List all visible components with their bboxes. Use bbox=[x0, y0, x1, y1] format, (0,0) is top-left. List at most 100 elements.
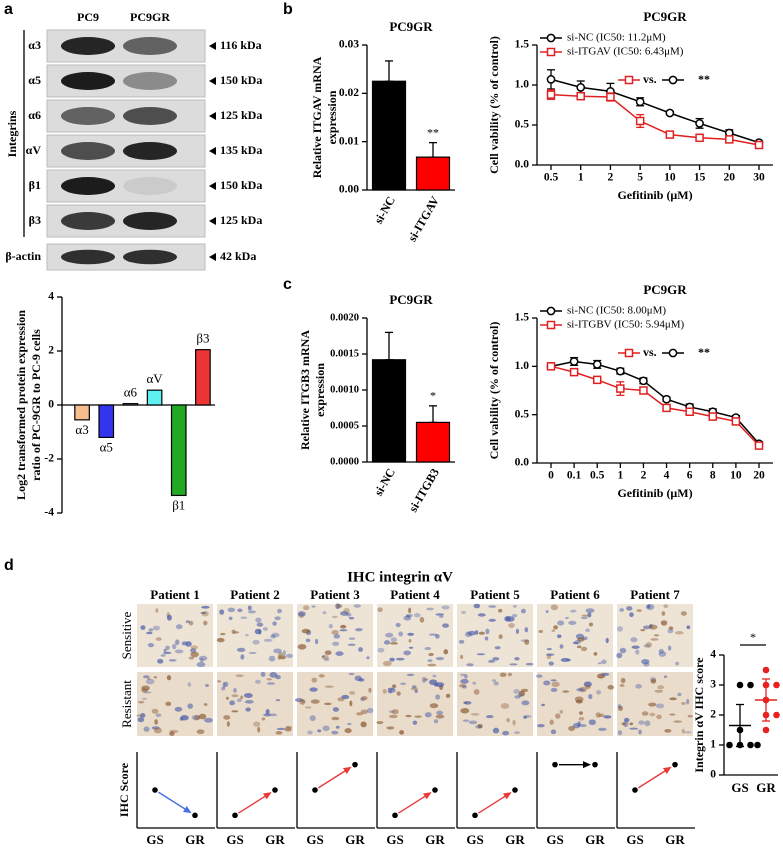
tissue-cell bbox=[201, 605, 210, 609]
tissue-cell bbox=[461, 610, 467, 615]
tissue-cell bbox=[148, 628, 154, 632]
blot-band bbox=[61, 107, 115, 125]
tissue-cell bbox=[386, 726, 395, 730]
y-tick-label: 1 bbox=[710, 739, 716, 751]
blot-row-label: αV bbox=[26, 143, 42, 157]
row-label: Resistant bbox=[119, 680, 134, 728]
tissue-cell bbox=[512, 719, 516, 726]
tissue-cell bbox=[574, 696, 584, 702]
tissue-cell bbox=[200, 611, 207, 614]
tissue-cell bbox=[663, 604, 669, 609]
point bbox=[472, 812, 478, 819]
tissue-cell bbox=[656, 714, 662, 720]
tissue-cell bbox=[619, 647, 627, 654]
tissue-cell bbox=[513, 689, 520, 694]
tissue-cell bbox=[366, 656, 370, 660]
tissue-cell bbox=[427, 663, 437, 667]
significance: * bbox=[430, 389, 436, 403]
tissue-cell bbox=[500, 702, 510, 709]
tissue-cell bbox=[385, 632, 394, 638]
tissue-cell bbox=[285, 725, 292, 729]
blot-size-label: 135 kDa bbox=[220, 143, 262, 157]
tissue-cell bbox=[282, 650, 286, 656]
tissue-cell bbox=[305, 638, 311, 643]
tissue-cell bbox=[475, 724, 483, 729]
tissue-cell bbox=[545, 653, 555, 656]
tissue-cell bbox=[524, 627, 529, 633]
tissue-cell bbox=[550, 729, 557, 735]
point bbox=[635, 116, 645, 126]
tissue-cell bbox=[514, 656, 520, 661]
tissue-cell bbox=[432, 674, 437, 678]
tissue-cell bbox=[257, 726, 261, 733]
tissue-cell bbox=[460, 654, 464, 660]
tissue-cell bbox=[262, 627, 268, 631]
tissue-cell bbox=[492, 679, 497, 682]
tissue-cell bbox=[349, 700, 353, 707]
tissue-cell bbox=[194, 715, 201, 721]
tissue-image bbox=[137, 604, 213, 667]
point bbox=[546, 320, 556, 330]
bar bbox=[195, 349, 211, 406]
tissue-cell bbox=[680, 611, 687, 616]
tissue-cell bbox=[458, 639, 465, 644]
y-tick-label: 0.01 bbox=[339, 135, 359, 147]
tissue-cell bbox=[577, 637, 585, 642]
tissue-cell bbox=[435, 634, 440, 639]
x-tick-label: 5 bbox=[637, 172, 643, 184]
tissue-cell bbox=[321, 654, 329, 660]
tissue-cell bbox=[268, 655, 276, 662]
tissue-cell bbox=[499, 672, 507, 677]
tissue-cell bbox=[635, 684, 642, 689]
y-tick-label: 1.0 bbox=[515, 79, 530, 91]
tissue-cell bbox=[551, 681, 560, 688]
tissue-cell bbox=[509, 663, 518, 666]
tissue-cell bbox=[324, 702, 332, 706]
point bbox=[592, 375, 602, 385]
tissue-cell bbox=[617, 705, 624, 711]
tissue-cell bbox=[388, 710, 395, 713]
y-axis-label: Relative ITGAV mRNA bbox=[310, 56, 324, 178]
tissue-cell bbox=[631, 645, 640, 649]
tissue-cell bbox=[514, 731, 520, 735]
tissue-cell bbox=[332, 707, 340, 712]
y-tick-label: 2 bbox=[48, 345, 54, 357]
tissue-cell bbox=[413, 613, 421, 618]
tissue-cell bbox=[309, 715, 316, 722]
tissue-cell bbox=[669, 697, 677, 701]
tissue-image bbox=[137, 672, 213, 736]
tissue-cell bbox=[472, 681, 477, 685]
arrowhead bbox=[662, 766, 672, 775]
tissue-cell bbox=[576, 688, 585, 692]
tissue-cell bbox=[484, 636, 489, 641]
tissue-cell bbox=[198, 713, 207, 720]
tissue-cell bbox=[435, 613, 445, 616]
bar bbox=[74, 404, 90, 421]
point bbox=[635, 97, 645, 107]
tissue-cell bbox=[429, 703, 439, 709]
tissue-cell bbox=[187, 682, 192, 687]
x-tick-label: 1 bbox=[617, 470, 623, 482]
blot-band bbox=[123, 37, 177, 55]
tissue-cell bbox=[261, 717, 266, 721]
tissue-cell bbox=[601, 659, 607, 665]
tissue-cell bbox=[435, 656, 445, 661]
x-tick-label: si-NC bbox=[371, 466, 398, 498]
point bbox=[432, 787, 438, 793]
x-tick-label: 4 bbox=[664, 470, 670, 482]
tissue-cell bbox=[151, 726, 160, 730]
tissue-cell bbox=[236, 647, 246, 653]
tissue-cell bbox=[574, 639, 581, 645]
tissue-cell bbox=[389, 657, 395, 662]
patient-label: Patient 5 bbox=[470, 587, 520, 602]
tissue-cell bbox=[445, 693, 451, 698]
tissue-cell bbox=[344, 728, 352, 734]
legend-label: si-ITGAV (IC50: 6.43μM) bbox=[567, 46, 684, 58]
tissue-cell bbox=[442, 623, 449, 628]
ihc-title: IHC integrin αV bbox=[347, 569, 453, 585]
point bbox=[762, 666, 770, 674]
tissue-cell bbox=[336, 604, 343, 609]
panel-letter: a bbox=[4, 1, 13, 18]
